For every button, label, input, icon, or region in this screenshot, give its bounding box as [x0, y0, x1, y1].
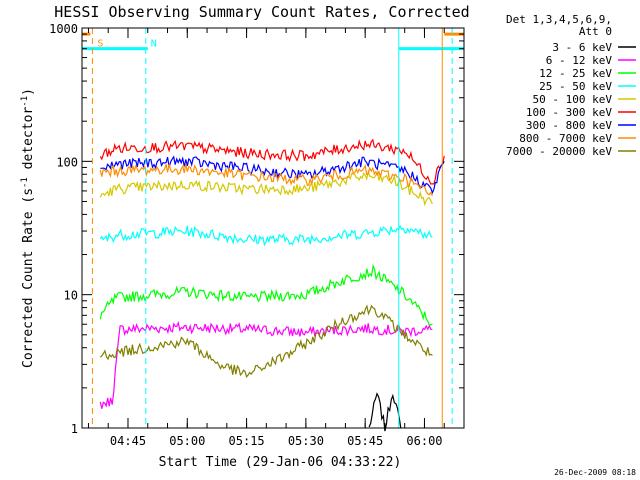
legend-label-6: 300 - 800 keV [526, 119, 612, 132]
series-line-8 [99, 304, 433, 379]
y-tick-label-3: 1000 [49, 22, 78, 36]
plot-frame [81, 27, 465, 429]
y-axis-label-sup2: -1 [20, 96, 30, 107]
series-line-6 [100, 155, 445, 195]
x-tick-label-2: 05:15 [229, 434, 265, 448]
legend-label-8: 7000 - 20000 keV [506, 145, 612, 158]
y-axis-label-mid: detector [21, 107, 36, 178]
series-line-5 [99, 138, 445, 185]
y-axis-label-end: ) [21, 88, 36, 96]
series-layer [99, 138, 445, 432]
axis-layer: 1 10 100 1000 04:45 05:00 05:15 05:30 05:45 06:00 [49, 22, 464, 448]
legend-label-0: 3 - 6 keV [552, 41, 612, 54]
x-tick-label-0: 04:45 [110, 434, 146, 448]
series-line-3 [99, 224, 433, 247]
annotation-s: S [97, 39, 103, 50]
legend-label-7: 800 - 7000 keV [519, 132, 612, 145]
series-line-4 [99, 169, 433, 207]
y-tick-label-2: 100 [56, 155, 78, 169]
series-line-7 [99, 163, 433, 197]
legend-label-4: 50 - 100 keV [533, 93, 613, 106]
legend-header-1: Att 0 [579, 25, 612, 38]
series-line-2 [99, 263, 433, 326]
legend-label-1: 6 - 12 keV [546, 54, 613, 67]
footer-date: 26-Dec-2009 08:18 [554, 468, 636, 477]
series-line-1 [99, 320, 433, 409]
x-tick-label-5: 06:00 [406, 434, 442, 448]
y-tick-label-1: 10 [64, 289, 78, 303]
x-tick-label-1: 05:00 [169, 434, 205, 448]
series-line-0 [368, 392, 402, 432]
legend-header-0: Det 1,3,4,5,6,9, [506, 13, 612, 26]
legend-label-5: 100 - 300 keV [526, 106, 612, 119]
annotation-n: N [151, 39, 157, 50]
legend-label-3: 25 - 50 keV [539, 80, 612, 93]
x-tick-label-4: 05:45 [347, 434, 383, 448]
chart-title: HESSI Observing Summary Count Rates, Cor… [54, 3, 469, 21]
y-axis-label: Corrected Count Rate (s-1 detector-1) [20, 88, 36, 368]
x-tick-label-3: 05:30 [288, 434, 324, 448]
y-tick-label-0: 1 [71, 422, 78, 436]
y-axis-label-main: Corrected Count Rate (s [21, 188, 36, 368]
x-axis-label: Start Time (29-Jan-06 04:33:22) [159, 455, 402, 470]
legend-label-2: 12 - 25 keV [539, 67, 612, 80]
y-axis-label-sup1: -1 [20, 177, 30, 188]
